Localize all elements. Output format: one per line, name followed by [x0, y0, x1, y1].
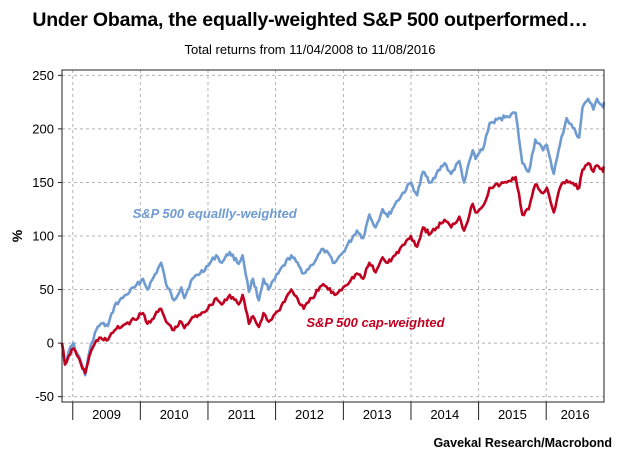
y-tick-label: 150	[32, 175, 54, 190]
series-labels: S&P 500 equallly-weighted S&P 500 cap-wei…	[133, 206, 446, 330]
y-tick-label: -50	[35, 389, 54, 404]
series-line	[60, 161, 606, 375]
chart-title: Under Obama, the equally-weighted S&P 50…	[32, 9, 588, 31]
x-tick-label: 2010	[160, 407, 189, 422]
y-tick-label: 50	[40, 282, 54, 297]
y-tick-label: 200	[32, 121, 54, 136]
grid	[62, 70, 604, 402]
x-tick-label: 2016	[561, 407, 590, 422]
x-tick-label: 2015	[498, 407, 527, 422]
series-label: S&P 500 cap-weighted	[306, 315, 445, 330]
chart-subtitle: Total returns from 11/04/2008 to 11/08/2…	[184, 42, 436, 57]
x-tick-label: 2011	[228, 407, 256, 422]
series-label: S&P 500 equallly-weighted	[133, 206, 298, 221]
y-tick-label: 100	[32, 229, 54, 244]
y-axis-label: %	[9, 229, 25, 242]
y-tick-label: 250	[32, 68, 54, 83]
series-layer	[60, 97, 606, 377]
source-credit: Gavekal Research/Macrobond	[433, 436, 612, 450]
x-tick-label: 2012	[295, 407, 324, 422]
x-tick-label: 2013	[363, 407, 392, 422]
series-line	[60, 97, 606, 377]
x-tick-label: 2009	[92, 407, 121, 422]
y-tick-label: 0	[47, 336, 54, 351]
x-tick-label: 2014	[430, 407, 459, 422]
axes: -50 0 50 100 150 200 250 2009 2010 2011 2012 2013 20…	[9, 68, 590, 422]
